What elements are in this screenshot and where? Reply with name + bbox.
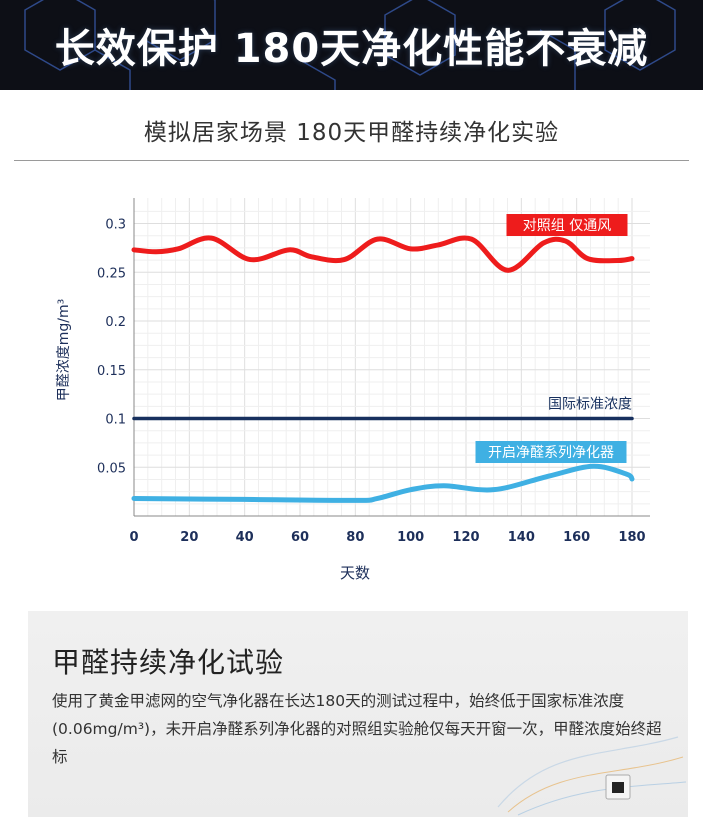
x-tick-label: 180 [618, 530, 645, 545]
info-description: 使用了黄金甲滤网的空气净化器在长达180天的测试过程中，始终低于国家标准浓度(0… [52, 692, 662, 766]
y-tick-label: 0.25 [97, 266, 126, 281]
x-axis-title: 天数 [340, 564, 370, 582]
page-subtitle: 模拟居家场景 180天甲醛持续净化实验 [143, 120, 560, 146]
x-tick-label: 60 [291, 530, 309, 545]
air-purifier-illustration [497, 736, 687, 816]
legend-purifier: 开启净醛系列净化器 [488, 445, 614, 461]
control-group-line [131, 235, 635, 273]
legend-standard: 国际标准浓度 [548, 397, 632, 413]
x-tick-label: 100 [397, 530, 424, 545]
y-tick-label: 0.15 [97, 364, 126, 379]
legend-control-group: 对照组 仅通风 [523, 218, 611, 234]
x-tick-label: 140 [508, 530, 535, 545]
info-title: 甲醛持续净化试验 [52, 646, 285, 679]
header-banner: 长效保护 180天净化性能不衰减 [0, 0, 703, 90]
purifier-line [131, 463, 635, 503]
x-tick-label: 80 [346, 530, 364, 545]
x-tick-label: 0 [129, 530, 138, 545]
banner-title: 长效保护 180天净化性能不衰减 [54, 26, 649, 72]
formaldehyde-line-chart: 0.05 0.1 0.15 0.2 0.25 0.3 0 20 40 60 80 100 120 140 1… [56, 198, 650, 582]
y-tick-label: 0.05 [97, 461, 126, 476]
x-tick-label: 40 [236, 530, 254, 545]
y-tick-label: 0.1 [105, 413, 126, 428]
y-axis-title: 甲醛浓度mg/m³ [56, 299, 72, 402]
x-tick-label: 120 [452, 530, 479, 545]
info-panel: 甲醛持续净化试验 使用了黄金甲滤网的空气净化器在长达180天的测试过程中，始终低… [28, 611, 688, 817]
legend-control-group-bg [506, 214, 628, 236]
x-tick-label: 160 [563, 530, 590, 545]
divider [14, 160, 689, 161]
legend-purifier-bg [475, 441, 627, 463]
y-tick-label: 0.3 [105, 218, 126, 233]
y-tick-label: 0.2 [105, 315, 126, 330]
x-tick-label: 20 [180, 530, 198, 545]
hexagon-pattern [24, 0, 676, 90]
